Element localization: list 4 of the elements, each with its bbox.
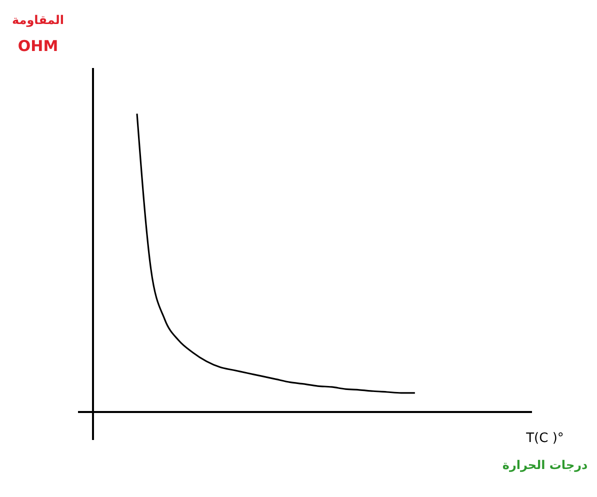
x-axis-title: T(C )° bbox=[525, 431, 564, 446]
text: المقاومة bbox=[12, 13, 64, 27]
text: درجات الحرارة bbox=[502, 458, 588, 472]
y-axis-title: OHM bbox=[18, 37, 58, 55]
